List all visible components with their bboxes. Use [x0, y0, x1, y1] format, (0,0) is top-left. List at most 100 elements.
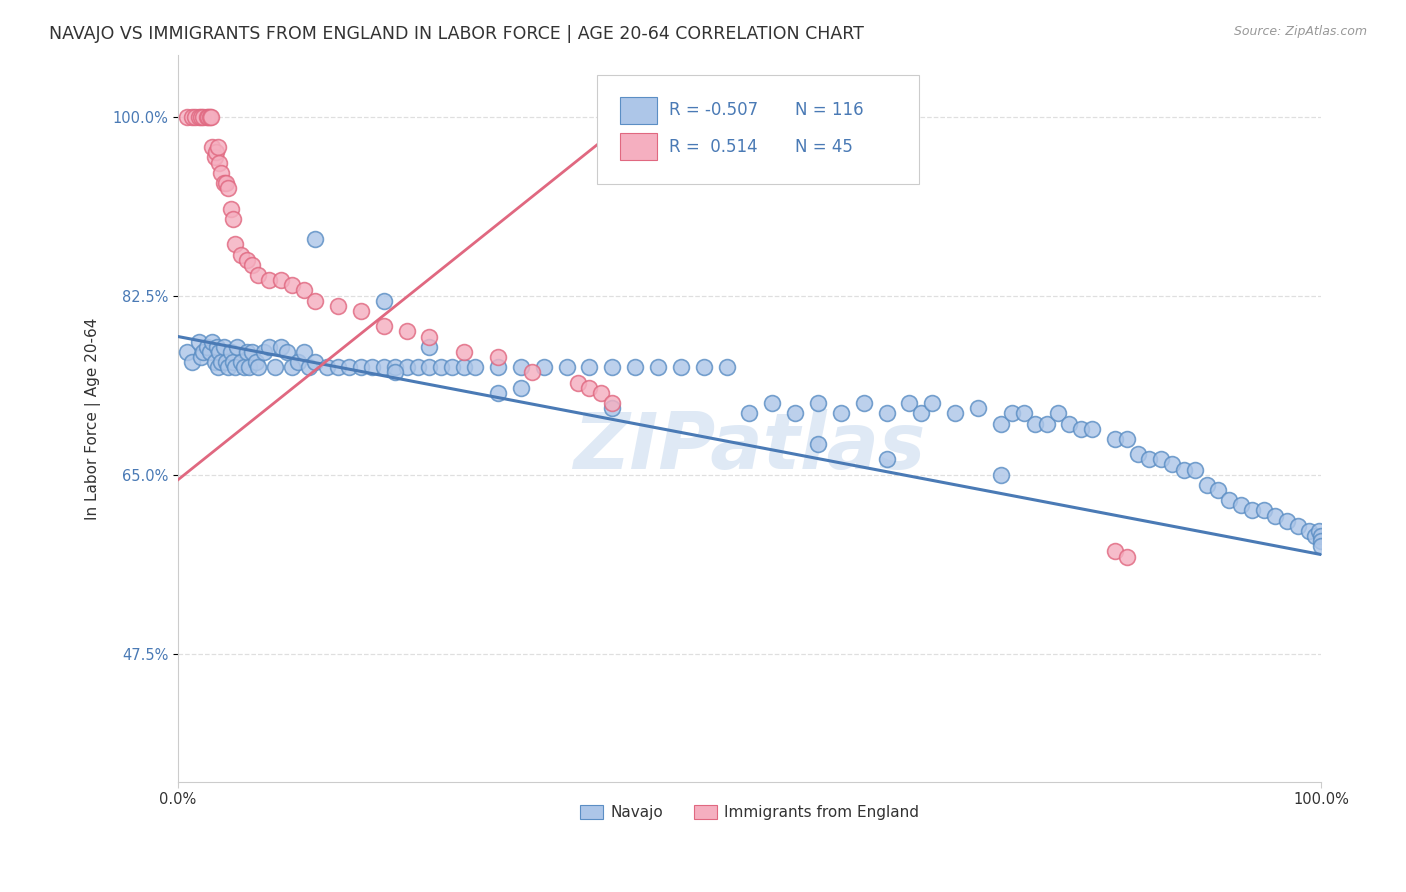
Point — [205, 340, 228, 354]
Point — [1195, 478, 1218, 492]
Point — [195, 340, 218, 354]
Point — [486, 385, 509, 400]
Point — [204, 145, 226, 160]
Point — [197, 110, 219, 124]
Point — [509, 381, 531, 395]
Point — [187, 334, 209, 349]
Point — [669, 360, 692, 375]
Point — [180, 355, 202, 369]
Point — [967, 401, 990, 416]
Point — [226, 340, 249, 354]
Point — [281, 360, 304, 375]
Point — [1001, 406, 1024, 420]
Point — [198, 344, 221, 359]
Point — [1286, 519, 1309, 533]
Point — [195, 110, 218, 124]
Point — [270, 340, 292, 354]
Point — [292, 344, 315, 359]
Point — [264, 360, 287, 375]
Point — [1241, 503, 1264, 517]
Point — [807, 396, 830, 410]
Point — [229, 355, 252, 369]
Point — [276, 344, 298, 359]
Point — [222, 211, 245, 226]
Point — [1115, 432, 1137, 446]
Point — [270, 273, 292, 287]
Point — [1070, 422, 1092, 436]
Point — [247, 268, 270, 282]
Point — [190, 110, 212, 124]
Point — [418, 360, 440, 375]
Text: NAVAJO VS IMMIGRANTS FROM ENGLAND IN LABOR FORCE | AGE 20-64 CORRELATION CHART: NAVAJO VS IMMIGRANTS FROM ENGLAND IN LAB… — [49, 25, 865, 43]
Point — [418, 329, 440, 343]
Point — [1115, 549, 1137, 564]
Point — [224, 360, 246, 375]
FancyBboxPatch shape — [598, 75, 918, 185]
Point — [253, 344, 276, 359]
Point — [373, 360, 395, 375]
Point — [555, 360, 578, 375]
Point — [1309, 534, 1331, 549]
Point — [198, 110, 221, 124]
Point — [453, 360, 475, 375]
Point — [326, 299, 349, 313]
Point — [212, 176, 235, 190]
Point — [1309, 539, 1331, 553]
Point — [990, 467, 1012, 482]
Point — [207, 140, 229, 154]
Point — [716, 360, 738, 375]
Point — [600, 401, 623, 416]
Point — [287, 355, 309, 369]
Text: R =  0.514: R = 0.514 — [669, 137, 758, 156]
Point — [990, 417, 1012, 431]
Point — [430, 360, 453, 375]
Y-axis label: In Labor Force | Age 20-64: In Labor Force | Age 20-64 — [86, 318, 101, 520]
Point — [217, 360, 239, 375]
Point — [204, 151, 226, 165]
Point — [219, 344, 242, 359]
Point — [567, 376, 589, 390]
Point — [1173, 462, 1195, 476]
Legend: Navajo, Immigrants from England: Navajo, Immigrants from England — [574, 799, 925, 826]
Point — [187, 110, 209, 124]
Point — [384, 360, 406, 375]
Point — [184, 110, 207, 124]
Point — [240, 344, 263, 359]
Point — [208, 155, 231, 169]
Point — [339, 360, 361, 375]
Point — [209, 355, 232, 369]
Point — [486, 350, 509, 364]
Point — [245, 355, 267, 369]
Point — [247, 360, 270, 375]
Point — [204, 355, 226, 369]
Point — [785, 406, 807, 420]
Point — [1264, 508, 1286, 523]
Point — [898, 396, 921, 410]
Point — [921, 396, 943, 410]
Point — [1104, 544, 1126, 558]
Point — [453, 344, 475, 359]
Point — [190, 350, 212, 364]
Point — [852, 396, 875, 410]
Point — [578, 360, 600, 375]
Point — [1275, 514, 1298, 528]
Point — [1139, 452, 1161, 467]
Point — [600, 360, 623, 375]
Point — [350, 304, 373, 318]
Point — [361, 360, 384, 375]
Point — [315, 360, 337, 375]
Point — [1298, 524, 1320, 538]
Point — [509, 360, 531, 375]
Point — [464, 360, 486, 375]
Point — [176, 110, 198, 124]
Point — [229, 248, 252, 262]
Text: N = 116: N = 116 — [796, 102, 863, 120]
Point — [1308, 524, 1330, 538]
Point — [395, 360, 418, 375]
Point — [647, 360, 669, 375]
Point — [201, 140, 224, 154]
Point — [486, 360, 509, 375]
Text: N = 45: N = 45 — [796, 137, 853, 156]
Point — [207, 360, 229, 375]
Point — [238, 360, 260, 375]
